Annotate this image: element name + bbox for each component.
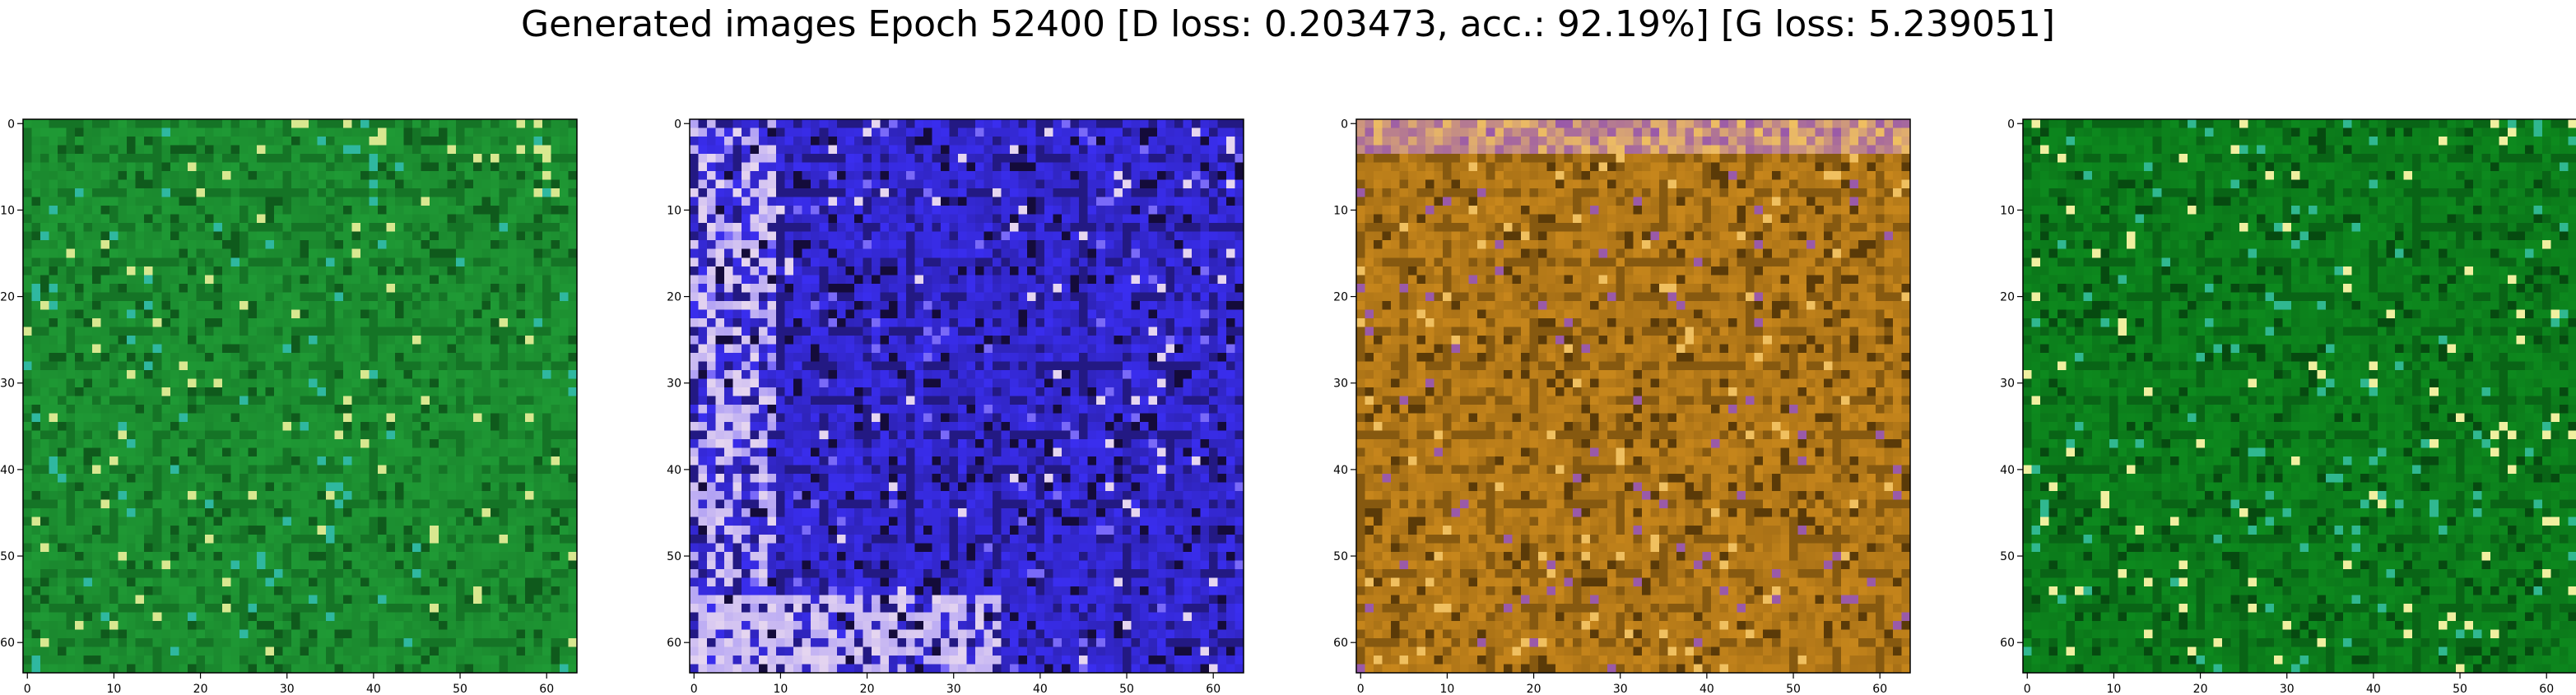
x-tick-label: 0 bbox=[24, 683, 31, 695]
image-panel-4: 0 10 20 30 40 50 60 0 10 20 30 40 50 60 bbox=[2000, 118, 2576, 695]
x-tick-label: 50 bbox=[1119, 683, 1134, 695]
y-tick-label: 0 bbox=[7, 118, 15, 131]
x-tick-label: 40 bbox=[1700, 683, 1714, 695]
x-tick-label: 50 bbox=[453, 683, 467, 695]
axes-frame bbox=[2022, 118, 2576, 674]
x-tick-label: 20 bbox=[2193, 683, 2208, 695]
x-tick-label: 10 bbox=[107, 683, 122, 695]
y-tick-label: 30 bbox=[0, 378, 15, 391]
x-tick-label: 20 bbox=[860, 683, 875, 695]
x-tick-label: 40 bbox=[2366, 683, 2381, 695]
y-tick-label: 0 bbox=[674, 118, 681, 131]
x-tick-label: 30 bbox=[946, 683, 961, 695]
image-panel-2: 0 10 20 30 40 50 60 0 10 20 30 40 50 60 bbox=[667, 118, 1244, 695]
y-tick-label: 30 bbox=[2000, 378, 2015, 391]
y-tick-label: 60 bbox=[0, 637, 15, 650]
y-tick-label: 0 bbox=[1341, 118, 1348, 131]
x-tick-label: 30 bbox=[2280, 683, 2295, 695]
x-tick-label: 10 bbox=[2107, 683, 2122, 695]
y-tick-label: 50 bbox=[2000, 550, 2015, 563]
y-tick-label: 10 bbox=[1333, 204, 1348, 217]
y-tick-label: 40 bbox=[0, 464, 15, 477]
x-tick-label: 30 bbox=[280, 683, 295, 695]
y-tick-label: 40 bbox=[2000, 464, 2015, 477]
x-tick-label: 40 bbox=[1033, 683, 1048, 695]
y-tick-label: 10 bbox=[667, 204, 681, 217]
y-tick-label: 50 bbox=[0, 550, 15, 563]
y-tick-label: 20 bbox=[1333, 291, 1348, 304]
x-tick-label: 0 bbox=[690, 683, 698, 695]
y-tick-label: 60 bbox=[2000, 637, 2015, 650]
y-tick-label: 20 bbox=[667, 291, 681, 304]
axes-frame bbox=[22, 118, 578, 674]
y-tick-label: 30 bbox=[1333, 378, 1348, 391]
image-panel-1: 0 10 20 30 40 50 60 0 10 20 30 40 50 60 bbox=[0, 118, 578, 695]
generated-image-3 bbox=[1356, 119, 1910, 673]
y-tick-label: 40 bbox=[667, 464, 681, 477]
y-tick-label: 60 bbox=[1333, 637, 1348, 650]
y-tick-label: 50 bbox=[667, 550, 681, 563]
x-tick-label: 50 bbox=[2453, 683, 2467, 695]
axes-frame bbox=[1355, 118, 1911, 674]
x-tick-label: 60 bbox=[2539, 683, 2554, 695]
x-tick-label: 10 bbox=[1440, 683, 1455, 695]
x-tick-label: 20 bbox=[1527, 683, 1541, 695]
x-tick-label: 0 bbox=[1357, 683, 1365, 695]
y-tick-label: 60 bbox=[667, 637, 681, 650]
figure-title: Generated images Epoch 52400 [D loss: 0.… bbox=[520, 3, 2056, 45]
x-tick-label: 0 bbox=[2024, 683, 2031, 695]
generated-image-1 bbox=[23, 119, 577, 673]
y-tick-label: 10 bbox=[2000, 204, 2015, 217]
x-tick-label: 60 bbox=[539, 683, 554, 695]
y-tick-label: 20 bbox=[2000, 291, 2015, 304]
image-panel-3: 0 10 20 30 40 50 60 0 10 20 30 40 50 60 bbox=[1333, 118, 1911, 695]
y-tick-label: 20 bbox=[0, 291, 15, 304]
x-tick-label: 60 bbox=[1206, 683, 1221, 695]
x-tick-label: 40 bbox=[366, 683, 381, 695]
x-tick-label: 50 bbox=[1786, 683, 1801, 695]
x-tick-label: 10 bbox=[774, 683, 788, 695]
y-tick-label: 40 bbox=[1333, 464, 1348, 477]
generated-image-4 bbox=[2023, 119, 2576, 673]
x-tick-label: 20 bbox=[193, 683, 208, 695]
x-tick-label: 60 bbox=[1872, 683, 1887, 695]
axes-frame bbox=[689, 118, 1244, 674]
y-tick-label: 30 bbox=[667, 378, 681, 391]
generated-image-2 bbox=[690, 119, 1244, 673]
y-tick-label: 50 bbox=[1333, 550, 1348, 563]
y-tick-label: 10 bbox=[0, 204, 15, 217]
x-tick-label: 30 bbox=[1613, 683, 1628, 695]
y-tick-label: 0 bbox=[2007, 118, 2015, 131]
